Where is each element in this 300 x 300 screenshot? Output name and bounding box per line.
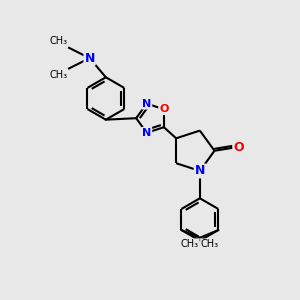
Text: O: O [233,141,244,154]
Text: O: O [159,104,169,114]
Text: N: N [85,52,95,64]
Text: CH₃: CH₃ [201,239,219,249]
Text: CH₃: CH₃ [181,239,199,249]
Text: N: N [195,164,205,177]
Text: N: N [142,128,152,138]
Text: CH₃: CH₃ [50,36,68,46]
Text: CH₃: CH₃ [50,70,68,80]
Text: N: N [142,99,152,109]
